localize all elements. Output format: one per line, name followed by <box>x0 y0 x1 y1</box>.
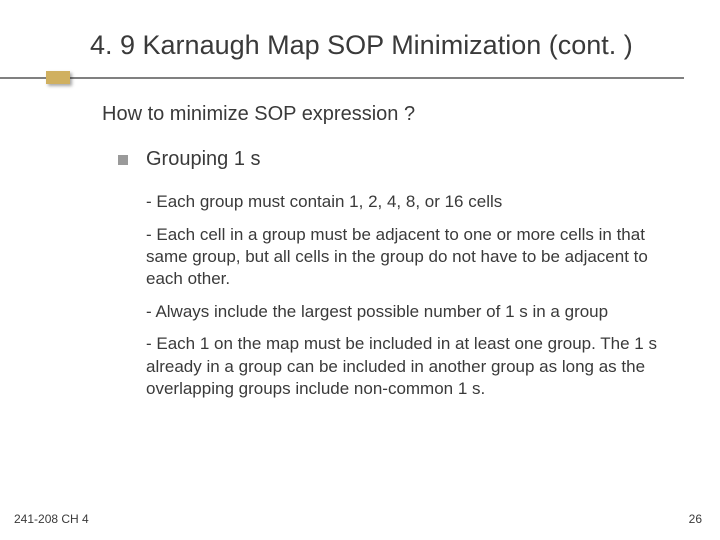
slide-number: 26 <box>689 512 702 526</box>
body-point: - Each cell in a group must be adjacent … <box>146 224 660 291</box>
title-divider <box>0 71 720 85</box>
footer-left-text: 241-208 CH 4 <box>14 512 89 526</box>
body-point: - Each group must contain 1, 2, 4, 8, or… <box>146 191 660 213</box>
slide-title: 4. 9 Karnaugh Map SOP Minimization (cont… <box>90 28 680 63</box>
divider-accent-block <box>46 71 70 84</box>
body-point: - Always include the largest possible nu… <box>146 301 660 323</box>
body-points: - Each group must contain 1, 2, 4, 8, or… <box>146 191 680 401</box>
slide-subheading: How to minimize SOP expression ? <box>102 103 680 126</box>
bullet-label: Grouping 1 s <box>146 148 261 171</box>
square-bullet-icon <box>118 155 128 165</box>
divider-line <box>0 77 684 79</box>
body-point: - Each 1 on the map must be included in … <box>146 333 660 400</box>
bullet-item: Grouping 1 s <box>118 148 680 171</box>
slide-container: 4. 9 Karnaugh Map SOP Minimization (cont… <box>0 0 720 540</box>
